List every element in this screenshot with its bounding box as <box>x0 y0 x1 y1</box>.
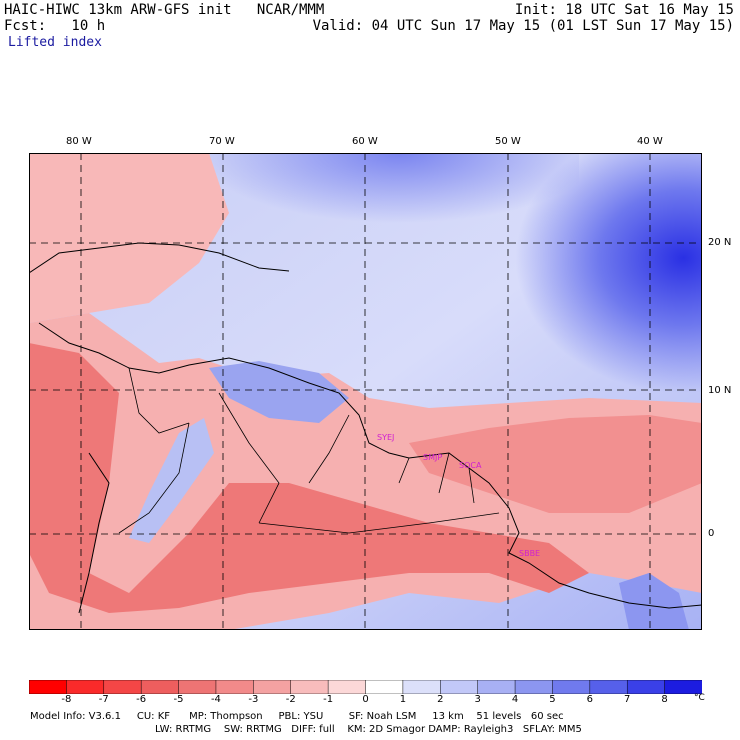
colorbar-tick-label: -7 <box>98 694 109 705</box>
country-borders <box>118 367 500 534</box>
init-time: Init: 18 UTC Sat 16 May 15 <box>514 2 734 18</box>
map-frame <box>29 153 702 630</box>
lon-label-40w: 40 W <box>637 136 663 147</box>
lon-label-50w: 50 W <box>495 136 521 147</box>
colorbar-tick-label: 3 <box>474 694 481 705</box>
field-name: Lifted index <box>8 35 102 50</box>
station-sbbe: SBBE <box>519 549 540 558</box>
lon-label-70w: 70 W <box>209 136 235 147</box>
model-info-line-2: LW: RRTMG SW: RRTMG DIFF: full KM: 2D Sm… <box>155 724 582 735</box>
colorbar-swatch <box>440 680 479 694</box>
station-smjp: SMJP <box>423 453 442 462</box>
colorbar-swatch <box>626 680 666 694</box>
lon-label-60w: 60 W <box>352 136 378 147</box>
colorbar <box>29 680 702 694</box>
colorbar-swatch <box>552 680 591 694</box>
colorbar-swatch <box>514 680 554 694</box>
colorbar-tick-label: -4 <box>210 694 221 705</box>
colorbar-tick-label: 1 <box>399 694 407 705</box>
colorbar-swatch <box>215 680 255 694</box>
colorbar-swatch <box>66 680 105 694</box>
colorbar-swatch <box>589 680 628 694</box>
colorbar-tick-label: -1 <box>323 694 334 705</box>
colorbar-swatch <box>477 680 516 694</box>
colorbar-swatch <box>140 680 180 694</box>
valid-time: Valid: 04 UTC Sun 17 May 15 (01 LST Sun … <box>312 18 734 34</box>
colorbar-tick-label: 7 <box>624 694 631 705</box>
model-info-line-1: Model Info: V3.6.1 CU: KF MP: Thompson P… <box>30 711 564 722</box>
colorbar-tick-label: -6 <box>136 694 147 705</box>
model-title: HAIC-HIWC 13km ARW-GFS init NCAR/MMM <box>4 2 325 18</box>
colorbar-swatch <box>103 680 142 694</box>
colorbar-unit: °C <box>694 693 705 703</box>
venezuela-stable-patch <box>209 361 349 423</box>
colorbar-swatch <box>365 680 404 694</box>
colorbar-swatch <box>290 680 329 694</box>
lat-lon-grid <box>29 153 702 630</box>
western-unstable-region <box>29 153 229 323</box>
lat-label-10n: 10 N <box>708 385 732 396</box>
colorbar-tick-label: -5 <box>173 694 184 705</box>
forecast-hour: Fcst: 10 h <box>4 18 106 34</box>
east-unstable-band <box>409 415 702 513</box>
colorbar-tick-label: 5 <box>549 694 556 705</box>
colorbar-swatch <box>327 680 367 694</box>
southeast-stable-patch <box>619 573 689 630</box>
colorbar-tick-label: -8 <box>61 694 72 705</box>
station-soca: SOCA <box>459 461 482 470</box>
lon-label-80w: 80 W <box>66 136 92 147</box>
land-unstable-core <box>29 343 589 613</box>
colorbar-swatch <box>402 680 442 694</box>
north-stable-area <box>179 153 579 293</box>
colorbar-swatch <box>664 680 702 694</box>
colorbar-swatch <box>29 680 68 694</box>
colorbar-swatch <box>253 680 292 694</box>
station-syej: SYEJ <box>377 433 394 442</box>
colorbar-tick-label: 6 <box>586 694 594 705</box>
lifted-index-map: SYEJ SMJP SOCA SBBE <box>29 153 702 630</box>
colorbar-tick-label: 4 <box>511 694 519 705</box>
colorbar-tick-label: 2 <box>437 694 444 705</box>
colorbar-tick-label: -3 <box>248 694 259 705</box>
colorbar-tick-label: -2 <box>285 694 296 705</box>
lat-label-0: 0 <box>708 528 715 539</box>
colorbar-swatch <box>178 680 217 694</box>
colorbar-tick-label: 0 <box>362 694 369 705</box>
colorbar-tick-label: 8 <box>661 694 668 705</box>
coastline <box>29 242 702 614</box>
lat-label-20n: 20 N <box>708 237 732 248</box>
